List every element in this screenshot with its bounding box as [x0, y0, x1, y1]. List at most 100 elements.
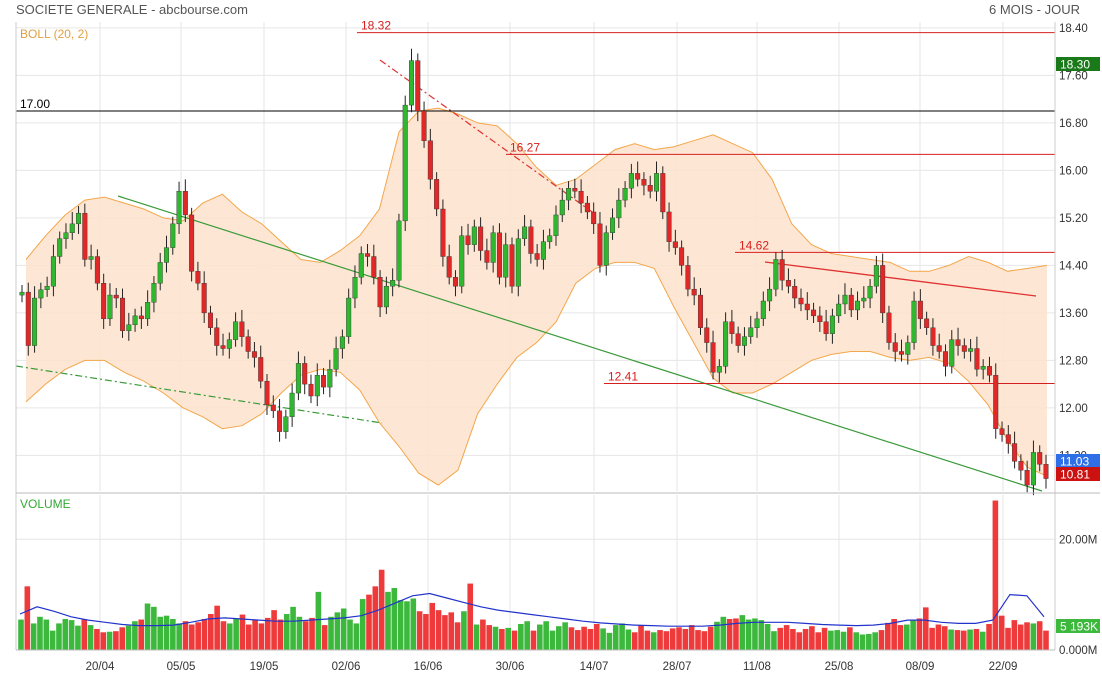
volume-bar [543, 621, 549, 650]
volume-bar [43, 619, 50, 650]
price-tag-bg [1056, 467, 1100, 481]
candle-body [654, 173, 660, 192]
candle-body [767, 288, 773, 302]
volume-bar [1024, 622, 1030, 650]
volume-bar [334, 612, 341, 650]
y-tick-label: 13.60 [1059, 308, 1088, 320]
candle-body [346, 297, 352, 337]
candle-body [993, 375, 999, 429]
candle-body [924, 318, 930, 328]
volume-bar [518, 623, 524, 650]
volume-bar [790, 628, 796, 650]
volume-bar [233, 619, 239, 650]
candle-body [163, 247, 169, 263]
candle-body [660, 173, 666, 213]
volume-bar [941, 626, 948, 650]
volume-bar [638, 625, 644, 650]
x-tick-label: 30/06 [496, 661, 525, 673]
candle-body [19, 291, 25, 296]
candle-body [716, 366, 722, 373]
candle-body [522, 226, 528, 239]
volume-bar [423, 614, 429, 650]
volume-bar [568, 627, 575, 650]
candle-body [302, 363, 308, 385]
candle-body [880, 265, 886, 314]
candle-body [697, 294, 703, 328]
volume-bar [435, 610, 442, 650]
volume-bar [777, 627, 784, 650]
volume-bar [625, 629, 632, 650]
volume-bar [885, 622, 891, 650]
volume-bar [891, 619, 897, 650]
y-tick-label: 16.00 [1059, 165, 1088, 177]
candle-body [817, 315, 823, 323]
candle-body [283, 416, 289, 432]
volume-bar [113, 631, 119, 650]
volume-bar [537, 624, 543, 650]
candle-body [339, 336, 345, 349]
candle-body [76, 212, 82, 225]
volume-bar [688, 625, 695, 650]
candle-body [415, 60, 421, 112]
candle-body [968, 348, 974, 352]
volume-bar [1011, 620, 1018, 650]
candle-body [610, 217, 616, 233]
candle-body [949, 339, 955, 367]
volume-bar [853, 632, 859, 650]
candle-body [509, 244, 515, 287]
volume-bar [979, 631, 986, 650]
volume-bar [81, 619, 88, 650]
candle-body [622, 188, 628, 201]
volume-bar [404, 601, 410, 650]
x-tick-label: 08/09 [906, 661, 935, 673]
period-label[interactable]: 6 MOIS - JOUR [988, 2, 1080, 17]
candle-body [195, 271, 201, 284]
candle-body [226, 339, 232, 349]
horizontal-levels: 18.32 17.00 16.27 14.62 12.41 [16, 19, 1055, 385]
candle-body [446, 256, 452, 278]
candle-body [1030, 452, 1036, 486]
candle-body [811, 309, 817, 317]
candle-body [1018, 461, 1024, 471]
candle-body [314, 375, 320, 397]
volume-bar [897, 625, 904, 650]
candle-body [798, 297, 804, 305]
volume-bar [132, 621, 138, 650]
volume-tag-bg [1056, 619, 1100, 633]
candle-body [408, 60, 414, 106]
volume-bar [416, 611, 423, 650]
volume-bar [524, 621, 530, 650]
boll-indicator-label: BOLL (20, 2) [20, 27, 88, 41]
y-tick-label: 15.20 [1059, 213, 1088, 225]
candle-body [936, 345, 942, 352]
candle-body [942, 351, 948, 367]
candle-body [823, 321, 829, 334]
candle-body [1024, 470, 1030, 486]
volume-bar [714, 621, 720, 650]
volume-bar [220, 621, 227, 650]
volume-grid: 20.00M 0.000M [16, 534, 1097, 657]
candle-body [829, 315, 835, 334]
volume-bar [252, 620, 258, 650]
price-tag-bg [1056, 57, 1100, 71]
volume-bar [208, 614, 214, 650]
candle-body [836, 303, 842, 317]
candle-body [804, 303, 810, 311]
volume-bar [783, 625, 790, 650]
volume-bar [309, 617, 315, 650]
volume-bar [619, 623, 625, 650]
candle-body [741, 336, 747, 346]
candle-body [584, 202, 590, 213]
volume-bar [840, 631, 847, 650]
candle-body [233, 321, 239, 340]
volume-bar [473, 624, 480, 650]
candle-body [264, 380, 270, 406]
x-tick-label: 16/06 [414, 661, 443, 673]
volume-bar [859, 634, 866, 650]
volume-bar [707, 626, 714, 650]
candle-body [465, 235, 471, 245]
candle-body [597, 223, 603, 266]
volume-bars [18, 500, 1049, 650]
candle-body [930, 327, 936, 346]
volume-bar [847, 627, 853, 650]
